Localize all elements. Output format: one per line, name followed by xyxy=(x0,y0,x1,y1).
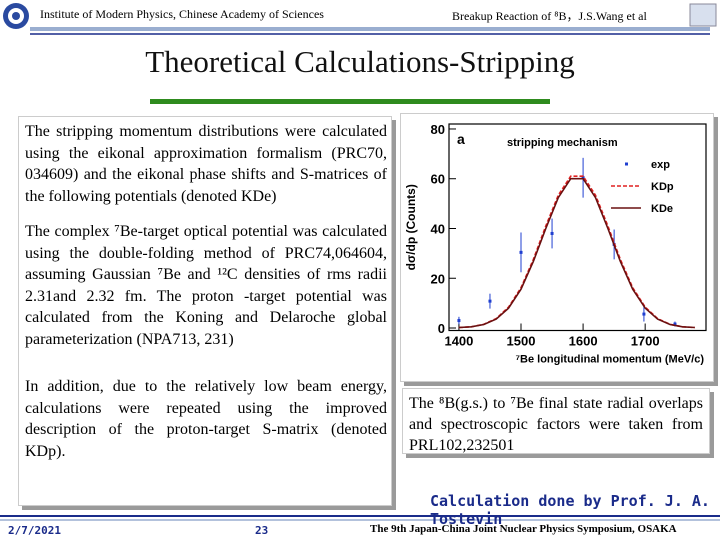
curve xyxy=(458,177,695,329)
plot-frame xyxy=(448,123,707,332)
paragraph: In addition, due to the relatively low b… xyxy=(25,378,387,460)
chart: 1400 1500 1600 1700 0 20 40 60 80 ⁷Be longitudina… xyxy=(400,113,714,382)
chart-title: stripping mechanism xyxy=(507,137,618,149)
y-axis-label: dσ/dp (Counts) xyxy=(404,184,418,270)
institute: Institute of Modern Physics, Chinese Aca… xyxy=(40,7,324,21)
credit: Calculation done by Prof. J. A. Tostevin xyxy=(430,492,710,528)
data-point xyxy=(457,319,461,323)
x-tick-label: 1600 xyxy=(569,334,598,349)
x-tick-label: 1700 xyxy=(631,334,660,349)
footer-event: The 9th Japan-China Joint Nuclear Physic… xyxy=(370,523,677,535)
legend-label: KDe xyxy=(651,203,673,215)
x-tick-label: 1500 xyxy=(507,334,536,349)
header-rule xyxy=(30,27,710,31)
title-underline xyxy=(150,99,550,104)
talk-info: Breakup Reaction of ⁸B，J.S.Wang et al xyxy=(452,9,647,23)
x-axis-label: ⁷Be longitudinal momentum (MeV/c) xyxy=(516,354,705,366)
legend-label: KDp xyxy=(651,181,674,193)
data-point xyxy=(488,299,492,303)
data-point xyxy=(519,250,523,254)
y-tick-label: 40 xyxy=(431,221,445,236)
page-number: 23 xyxy=(255,524,269,537)
y-tick-label: 0 xyxy=(438,321,445,336)
paragraph: The stripping momentum distributions wer… xyxy=(25,123,387,205)
y-tick-label: 20 xyxy=(431,271,445,286)
paragraph: The complex ⁷Be-target optical potential… xyxy=(25,223,387,348)
paragraph: The ⁸B(g.s.) to ⁷Be final state radial o… xyxy=(409,395,703,454)
data-point xyxy=(581,176,585,180)
data-point xyxy=(550,231,554,235)
right-text-box: The ⁸B(g.s.) to ⁷Be final state radial o… xyxy=(402,388,710,454)
legend-label: exp xyxy=(651,159,670,171)
y-tick-label: 60 xyxy=(431,172,445,187)
panel-label: a xyxy=(457,131,465,147)
slide-title: Theoretical Calculations-Stripping xyxy=(145,44,575,79)
legend-swatch xyxy=(625,162,628,166)
data-point xyxy=(673,322,677,326)
curve xyxy=(458,175,695,329)
data-point xyxy=(642,312,646,316)
left-text-box: The stripping momentum distributions wer… xyxy=(18,116,392,506)
x-tick-label: 1400 xyxy=(444,334,473,349)
logo-right xyxy=(689,3,717,27)
logo xyxy=(12,12,20,20)
footer-date: 2/7/2021 xyxy=(8,524,61,537)
y-tick-label: 80 xyxy=(431,122,445,137)
